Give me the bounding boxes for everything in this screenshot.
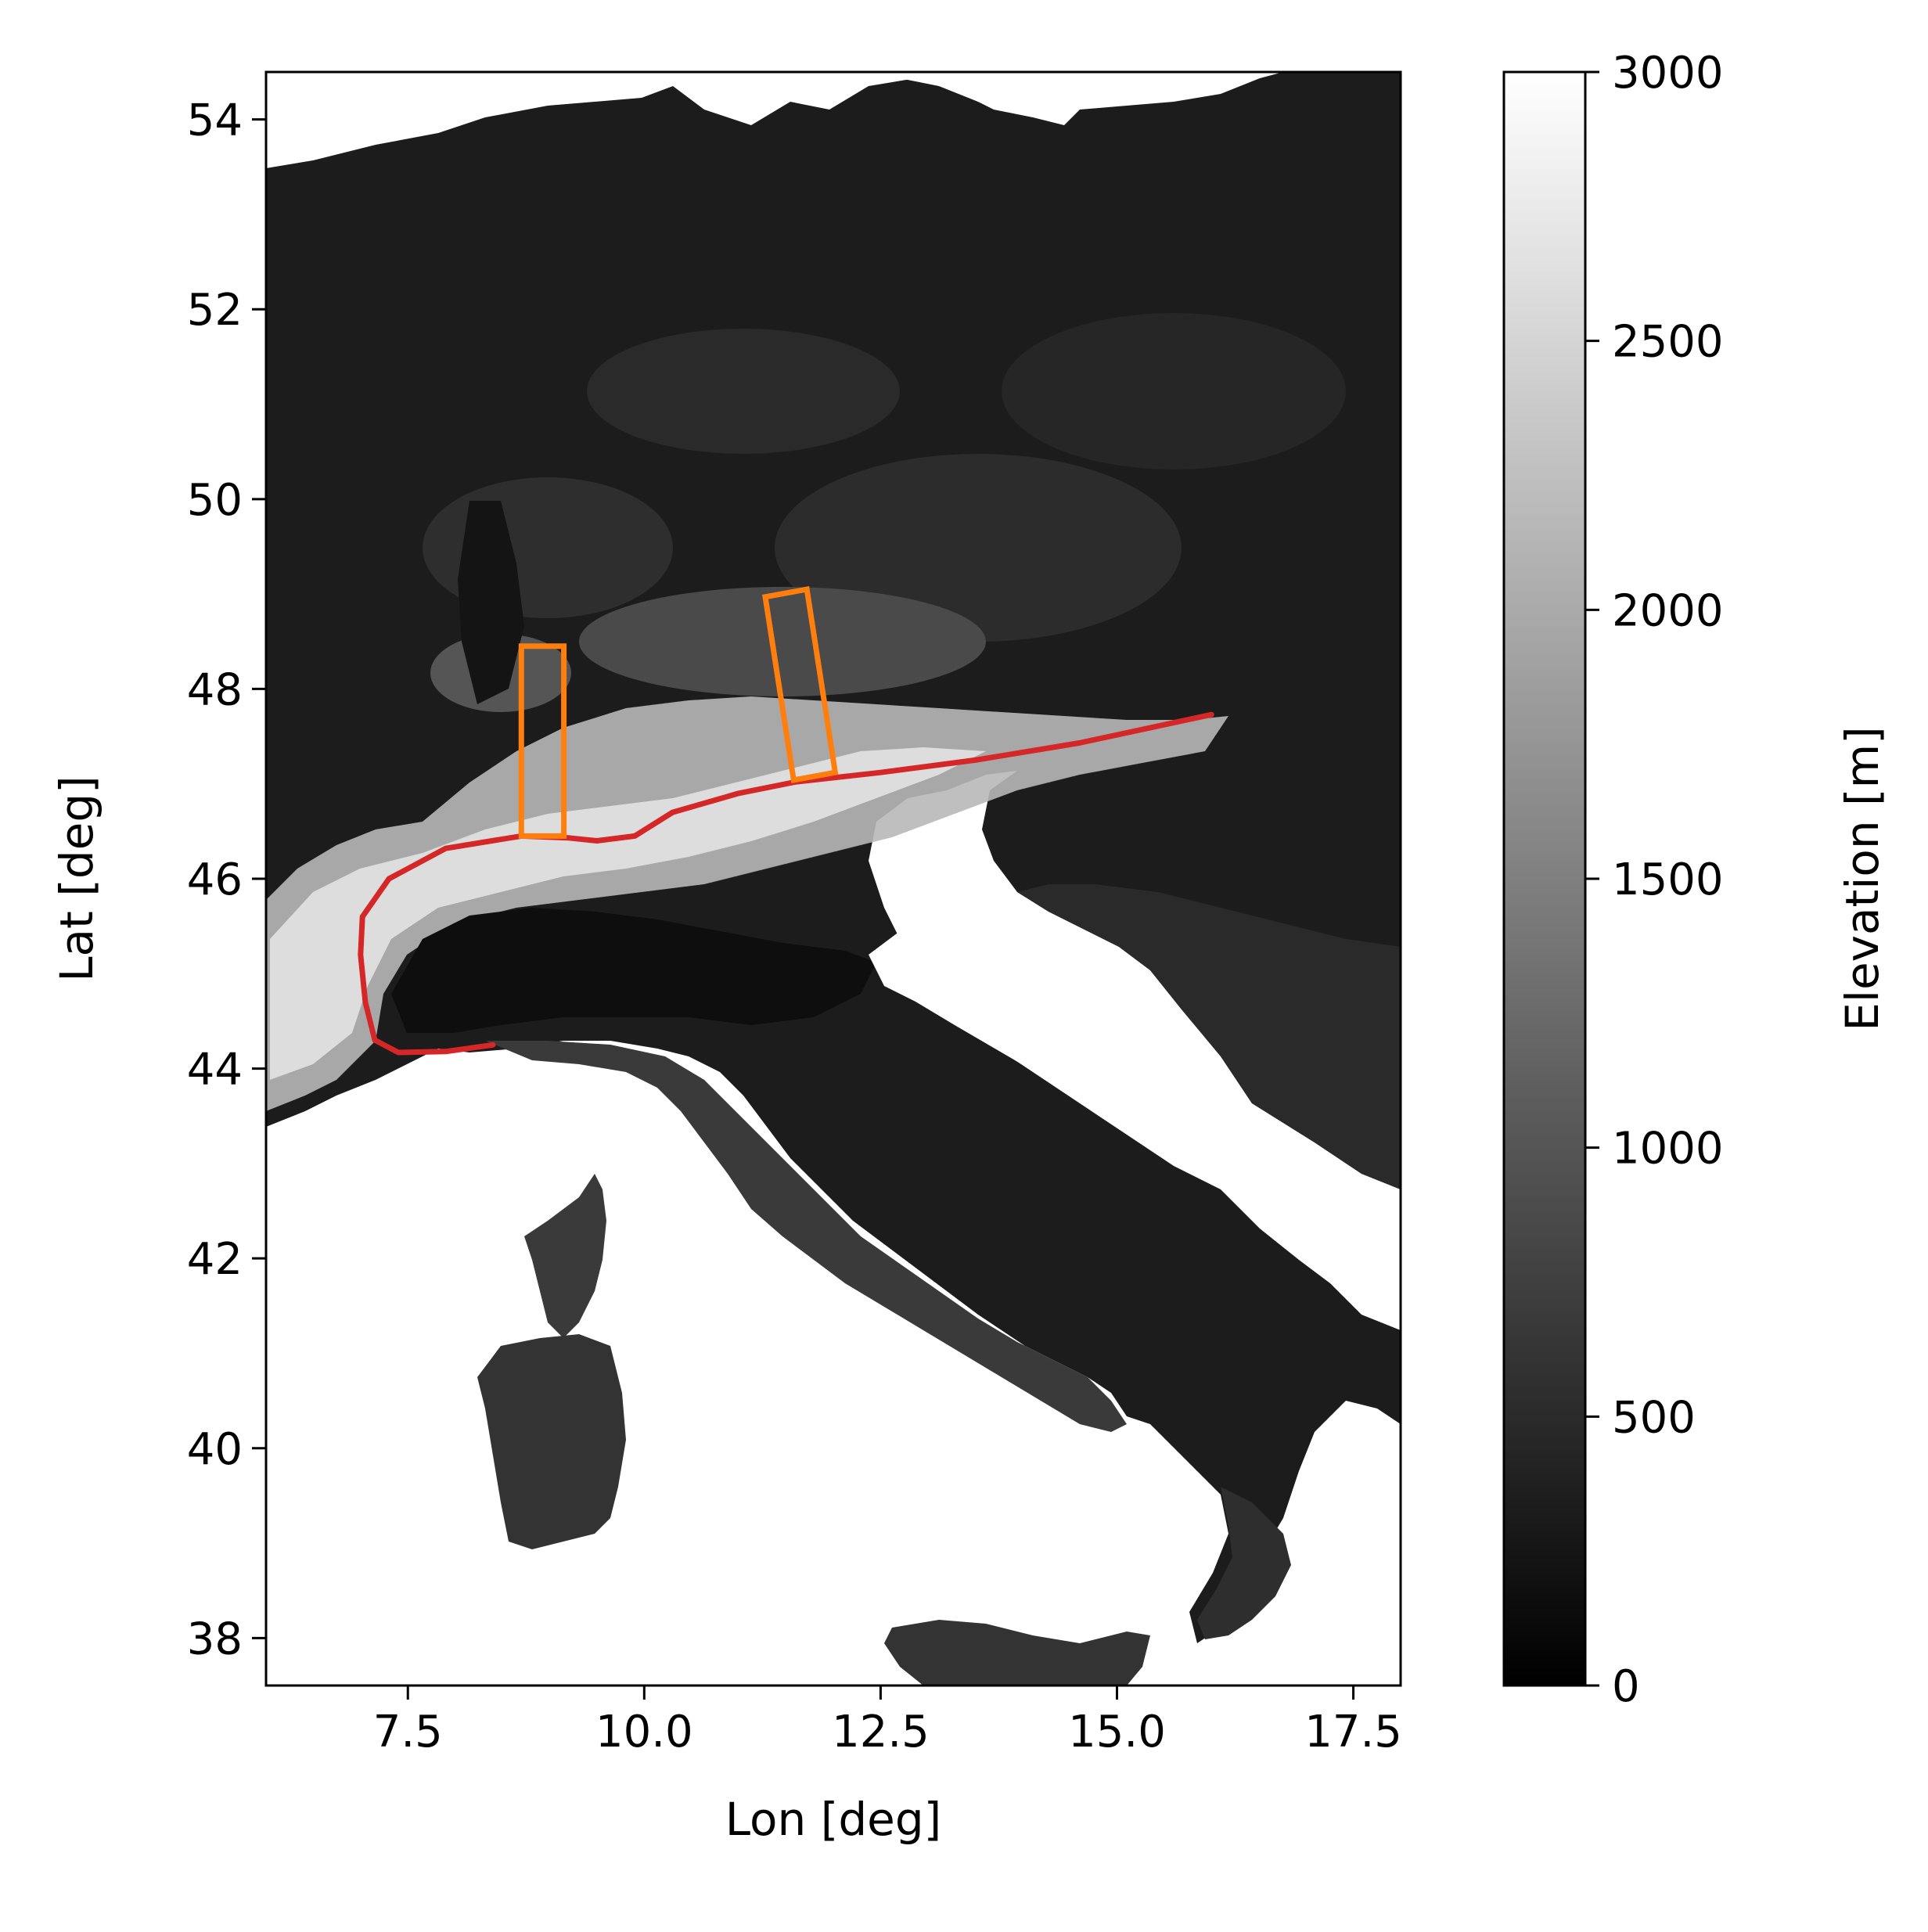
region-box-1	[518, 643, 567, 839]
baltic-sea-east	[869, 72, 1268, 117]
colorbar-tick-label: 2500	[1612, 317, 1724, 368]
colorbar-gradient	[1502, 70, 1587, 1687]
y-tick-label: 48	[187, 664, 243, 715]
y-axis-label: Lat [deg]	[50, 775, 103, 982]
upland-patch	[1002, 313, 1346, 470]
po-valley	[391, 908, 876, 1033]
x-tick-label: 12.5	[832, 1707, 930, 1758]
upland-patch	[587, 329, 900, 454]
colorbar-tick-label: 1000	[1612, 1124, 1724, 1175]
colorbar-tick-label: 3000	[1612, 48, 1724, 99]
x-tick-label: 15.0	[1068, 1707, 1166, 1758]
colorbar-ticks: 0 500 1000 1500 2000 2500 3000	[1585, 48, 1724, 1712]
colorbar-tick-label: 1500	[1612, 854, 1724, 905]
adriatic-sea	[869, 923, 1268, 1189]
italy-peninsula	[485, 1041, 1127, 1432]
x-tick-label: 7.5	[373, 1707, 443, 1758]
map-area	[266, 72, 1401, 1686]
corsica	[524, 1174, 606, 1338]
colorbar-tick-label: 2000	[1612, 585, 1724, 636]
sardinia	[477, 1334, 626, 1549]
region-box-2	[762, 586, 839, 783]
upland-patch	[579, 587, 986, 696]
x-tick-label: 10.0	[595, 1707, 693, 1758]
x-tick-label: 17.5	[1304, 1707, 1402, 1758]
colorbar-tick-label: 500	[1612, 1392, 1696, 1443]
x-axis: 7.5 10.0 12.5 15.0 17.5	[373, 1686, 1402, 1758]
y-tick-label: 40	[187, 1424, 243, 1475]
sicily	[884, 1620, 1150, 1686]
y-tick-label: 46	[187, 854, 243, 905]
balkan-coast	[1017, 884, 1401, 1189]
colorbar: 0 500 1000 1500 2000 2500 3000 Elevation [m]	[1502, 48, 1889, 1712]
calabria	[1197, 1487, 1291, 1639]
y-tick-label: 54	[187, 95, 243, 146]
alps-highlands	[266, 696, 1228, 1111]
y-tick-label: 42	[187, 1234, 243, 1285]
y-axis: 38 40 42 44 46 48 50 52 54	[187, 95, 266, 1664]
colorbar-tick-label: 0	[1612, 1661, 1640, 1712]
y-tick-label: 44	[187, 1045, 243, 1096]
y-tick-label: 52	[187, 285, 243, 336]
y-tick-label: 50	[187, 475, 243, 526]
colorbar-label: Elevation [m]	[1836, 726, 1889, 1031]
baltic-sea	[266, 72, 548, 160]
overlay-group	[358, 586, 1214, 1056]
x-axis-label: Lon [deg]	[725, 1793, 942, 1846]
alps-core	[270, 747, 986, 1080]
y-tick-label: 38	[187, 1614, 243, 1664]
rhine-graben	[458, 501, 524, 704]
